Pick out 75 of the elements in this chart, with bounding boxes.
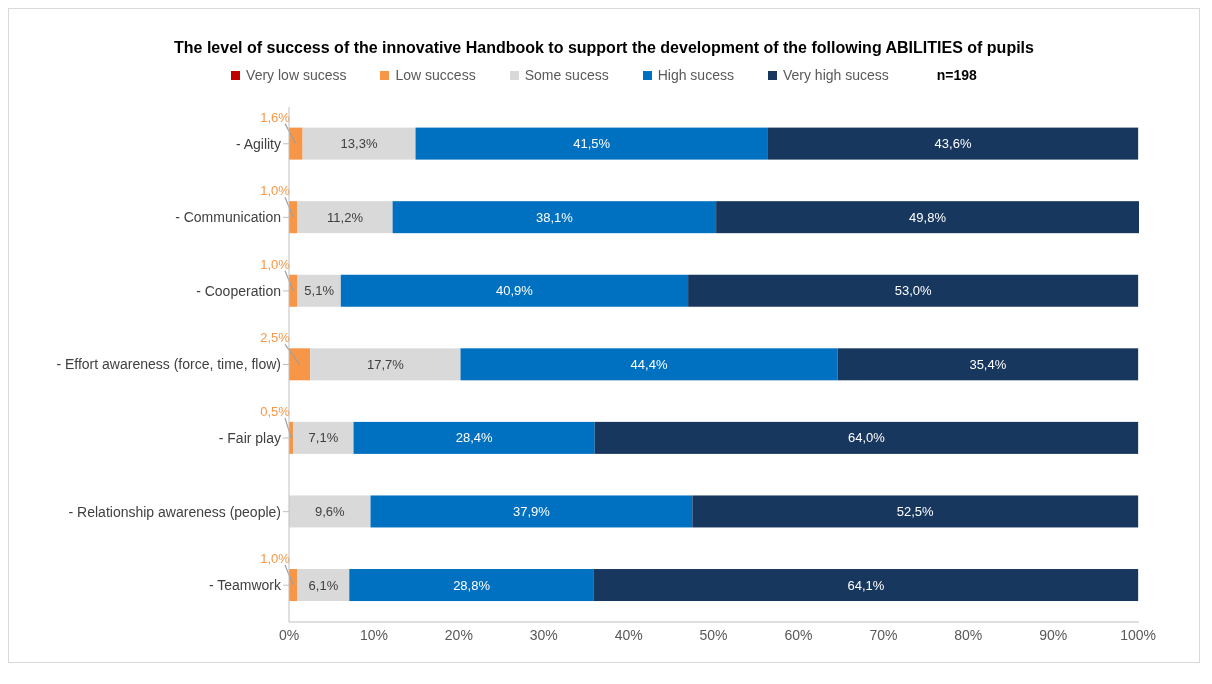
data-label: 1,6% [260, 109, 291, 125]
data-label: 64,1% [847, 577, 885, 593]
bar [289, 127, 303, 160]
x-tick-label: 30% [529, 626, 558, 643]
y-tick-label: - Fair play [218, 430, 281, 447]
x-tick-label: 10% [359, 626, 388, 643]
bar [289, 495, 371, 528]
data-label: 1,0% [260, 256, 291, 272]
bar [349, 569, 594, 602]
bar [340, 274, 689, 307]
data-label: 1,0% [260, 183, 291, 199]
data-label: 1,0% [260, 551, 291, 567]
data-label: 43,6% [934, 136, 972, 152]
bar [310, 348, 461, 381]
data-label: 11,2% [327, 209, 364, 225]
data-label: 28,8% [453, 577, 491, 593]
chart-title: The level of success of the innovative Handbook to support the development of the following ABILITIES of pupils [173, 39, 1035, 57]
bar [767, 127, 1139, 160]
data-label: 49,8% [909, 209, 947, 225]
bar [392, 201, 717, 234]
x-tick-label: 20% [444, 626, 473, 643]
x-tick-label: 40% [614, 626, 643, 643]
x-tick-label: 50% [699, 626, 728, 643]
bar [297, 201, 393, 234]
y-tick-label: - Relationship awareness (people) [68, 503, 281, 520]
y-tick-label: - Effort awareness (force, time, flow) [56, 356, 281, 373]
data-label: 13,3% [340, 136, 378, 152]
y-tick-label: - Teamwork [208, 577, 282, 594]
x-tick-label: 60% [784, 626, 813, 643]
bar [692, 495, 1139, 528]
bar [302, 127, 416, 160]
bar [297, 569, 350, 602]
data-label: 37,9% [513, 503, 551, 519]
bar [353, 421, 595, 454]
y-tick-label: - Communication [175, 209, 281, 226]
data-label: 40,9% [496, 283, 534, 299]
bar [460, 348, 838, 381]
legend-label: Some sucess [523, 67, 609, 83]
bar [297, 274, 341, 307]
bar [370, 495, 693, 528]
bar [837, 348, 1139, 381]
data-label: 35,4% [969, 356, 1007, 372]
bar [688, 274, 1139, 307]
legend-label: Very high sucess [781, 67, 889, 83]
bar [293, 421, 354, 454]
data-label: 44,4% [630, 356, 668, 372]
x-tick-label: 0% [278, 626, 300, 643]
y-tick-label: - Agility [235, 135, 281, 152]
data-label: 17,7% [366, 356, 405, 372]
data-label: 7,1% [308, 430, 339, 446]
data-label: 64,0% [847, 430, 886, 446]
x-tick-label: 70% [869, 626, 898, 643]
legend-label: High sucess [656, 67, 734, 83]
x-tick-label: 100% [1120, 626, 1157, 643]
bar [593, 569, 1139, 602]
legend-label: Very low sucess [245, 67, 347, 83]
data-label: 0,5% [260, 403, 291, 419]
text: n=198 [936, 67, 977, 83]
data-label: 6,1% [308, 577, 339, 593]
data-label: 38,1% [535, 209, 574, 225]
y-tick-label: - Cooperation [196, 282, 281, 299]
data-label: 53,0% [894, 283, 932, 299]
data-label: 2,5% [260, 330, 291, 346]
bar [289, 348, 311, 381]
legend-label: Low success [394, 67, 476, 83]
data-label: 52,5% [896, 503, 935, 519]
x-tick-label: 90% [1039, 626, 1068, 643]
bar [594, 421, 1139, 454]
x-tick-label: 80% [954, 626, 983, 643]
data-label: 9,6% [314, 503, 346, 519]
bar [716, 201, 1139, 234]
data-label: 28,4% [455, 430, 493, 446]
bar [415, 127, 768, 160]
data-label: 5,1% [304, 283, 335, 299]
data-label: 41,5% [573, 136, 611, 152]
